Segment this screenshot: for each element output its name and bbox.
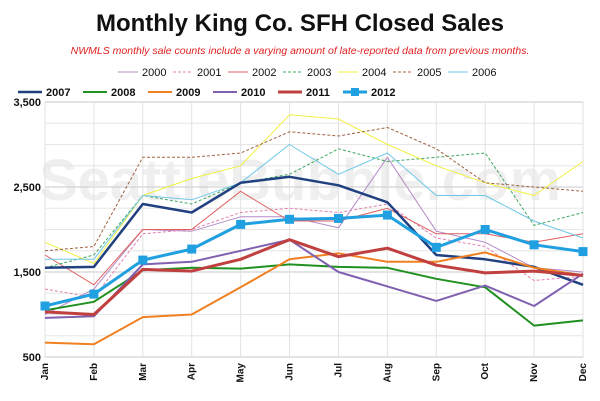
legend-item-2008: 2008: [83, 87, 135, 99]
series-line-2010: [44, 238, 584, 319]
series-line-2002: [44, 190, 584, 286]
x-axis-ticks: Jan Feb Mar Apr May Jun Jul Aug Sep Oct Nov Dec: [40, 362, 589, 382]
legend-label: 2004: [362, 67, 386, 79]
series-2005: [44, 127, 584, 252]
chart-title: Monthly King Co. SFH Closed Sales: [96, 10, 504, 37]
legend-item-2003: 2003: [283, 67, 331, 79]
legend-label: 2002: [252, 67, 276, 79]
series-2003: [44, 148, 584, 269]
y-axis-ticks: 500 1,500 2,500 3,500: [13, 97, 41, 364]
legend-label: 2003: [307, 67, 331, 79]
legend-item-2012: 2012: [343, 87, 395, 99]
legend-marker: [351, 88, 359, 96]
x-tick-label: Jul: [333, 363, 344, 378]
series-2002: [44, 190, 584, 286]
series-line-2011: [44, 238, 584, 316]
series-line-2007: [44, 175, 584, 286]
legend-item-2009: 2009: [148, 87, 200, 99]
legend-item-2004: 2004: [338, 67, 386, 79]
legend-item-2005: 2005: [393, 67, 441, 79]
data-point-2012: [40, 301, 50, 311]
legend-label: 2010: [241, 87, 265, 99]
data-point-2012: [431, 242, 441, 252]
legend-item-2002: 2002: [228, 67, 276, 79]
series-line-2001: [44, 203, 584, 298]
data-point-2012: [578, 247, 588, 257]
x-tick-label: Feb: [89, 363, 100, 381]
x-tick-label: Apr: [187, 363, 198, 380]
x-tick-label: Sep: [431, 363, 442, 381]
legend-label: 2006: [472, 67, 496, 79]
legend-item-2006: 2006: [448, 67, 496, 79]
data-point-2012: [333, 213, 343, 223]
series-2011: [44, 238, 584, 316]
y-tick-label: 1,500: [13, 267, 41, 279]
data-point-2012: [285, 214, 295, 224]
x-tick-label: Jun: [285, 363, 296, 381]
x-tick-label: Mar: [138, 363, 149, 381]
series-2012: [40, 210, 588, 311]
legend-label: 2007: [46, 87, 70, 99]
data-point-2012: [382, 210, 392, 220]
chart-legend: 2000 2001 2002 2003 2004 2005 2006 2007 2008 2009…: [18, 67, 496, 99]
legend-item-2010: 2010: [213, 87, 265, 99]
x-tick-label: Nov: [529, 363, 540, 382]
x-tick-label: Dec: [578, 363, 589, 382]
legend-label: 2001: [197, 67, 221, 79]
legend-label: 2009: [176, 87, 200, 99]
legend-item-2007: 2007: [18, 87, 70, 99]
series-line-2012: [44, 213, 584, 308]
data-point-2012: [187, 244, 197, 254]
watermark-text: SeattleBubble.com: [39, 148, 561, 213]
legend-item-2000: 2000: [118, 67, 166, 79]
series-2010: [44, 238, 584, 319]
series-2007: [44, 175, 584, 286]
data-point-2012: [529, 240, 539, 250]
legend-label: 2008: [111, 87, 135, 99]
legend-label: 2000: [142, 67, 166, 79]
data-point-2012: [138, 255, 148, 265]
data-point-2012: [236, 219, 246, 229]
y-tick-label: 2,500: [13, 182, 41, 194]
series-layer: [40, 114, 588, 346]
x-tick-label: Aug: [382, 363, 393, 382]
legend-item-2001: 2001: [173, 67, 221, 79]
series-2001: [44, 203, 584, 298]
chart-subtitle: NWMLS monthly sale counts include a vary…: [71, 45, 530, 57]
x-tick-label: May: [236, 363, 247, 383]
legend-item-2011: 2011: [278, 87, 330, 99]
legend-label: 2005: [417, 67, 441, 79]
x-tick-label: Oct: [480, 362, 491, 379]
x-tick-label: Jan: [40, 363, 51, 380]
data-point-2012: [480, 225, 490, 234]
series-line-2006: [45, 144, 584, 260]
y-tick-label: 500: [23, 352, 41, 364]
series-2006: [45, 144, 584, 260]
data-point-2012: [89, 289, 99, 299]
legend-label: 2011: [306, 87, 330, 99]
plot-grid: [44, 101, 584, 358]
y-tick-label: 3,500: [13, 97, 41, 109]
legend-label: 2012: [371, 87, 395, 99]
series-line-2005: [44, 127, 584, 252]
series-line-2003: [44, 148, 584, 269]
